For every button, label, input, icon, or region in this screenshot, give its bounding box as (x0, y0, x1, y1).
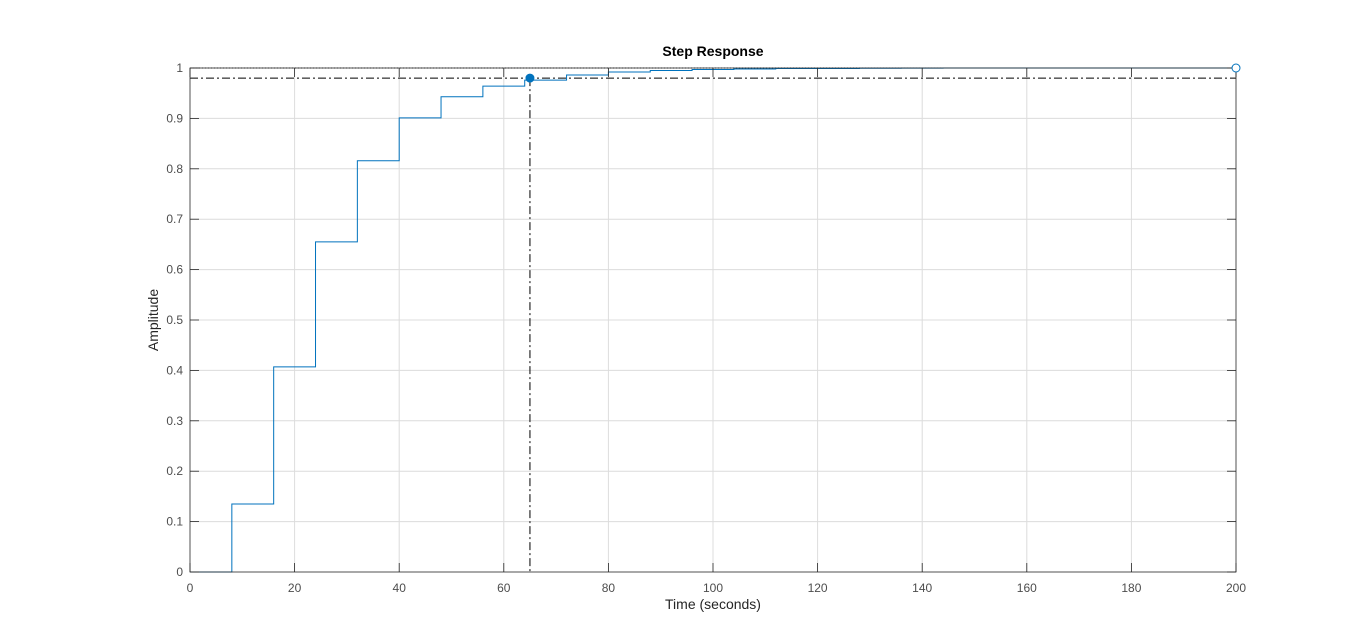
x-tick-label: 120 (808, 581, 828, 595)
y-tick-label: 0.6 (166, 263, 183, 277)
y-tick-labels: 0 0.1 0.2 0.3 0.4 0.5 0.6 0.7 0.8 0.9 1 (166, 61, 183, 579)
y-tick-label: 0.5 (166, 313, 183, 327)
x-tick-label: 140 (912, 581, 932, 595)
x-tick-label: 40 (393, 581, 407, 595)
x-tick-labels: 0 20 40 60 80 100 120 140 160 180 200 (187, 581, 1247, 595)
y-tick-label: 0.9 (166, 111, 183, 125)
x-tick-label: 200 (1226, 581, 1246, 595)
x-tick-label: 0 (187, 581, 194, 595)
y-tick-label: 0.7 (166, 212, 183, 226)
y-tick-label: 0.4 (166, 363, 183, 377)
y-axis-label: Amplitude (145, 289, 161, 351)
settling-time-marker (525, 73, 535, 83)
x-tick-label: 100 (703, 581, 723, 595)
x-tick-label: 20 (288, 581, 302, 595)
y-tick-label: 0.8 (166, 162, 183, 176)
grid-lines (190, 68, 1236, 572)
x-axis-label: Time (seconds) (665, 596, 761, 612)
x-tick-label: 160 (1017, 581, 1037, 595)
tick-marks (189, 67, 1237, 573)
x-tick-label: 80 (602, 581, 616, 595)
y-tick-label: 0.2 (166, 464, 183, 478)
final-value-marker (1231, 63, 1241, 73)
y-tick-label: 0 (176, 565, 183, 579)
x-tick-label: 60 (497, 581, 511, 595)
markers (525, 63, 1241, 83)
y-tick-label: 0.1 (166, 515, 183, 529)
x-tick-label: 180 (1121, 581, 1141, 595)
y-tick-label: 0.3 (166, 414, 183, 428)
y-tick-label: 1 (176, 61, 183, 75)
series-layer (190, 67, 1236, 573)
chart-title: Step Response (662, 43, 763, 59)
step-response-line (190, 67, 1236, 573)
